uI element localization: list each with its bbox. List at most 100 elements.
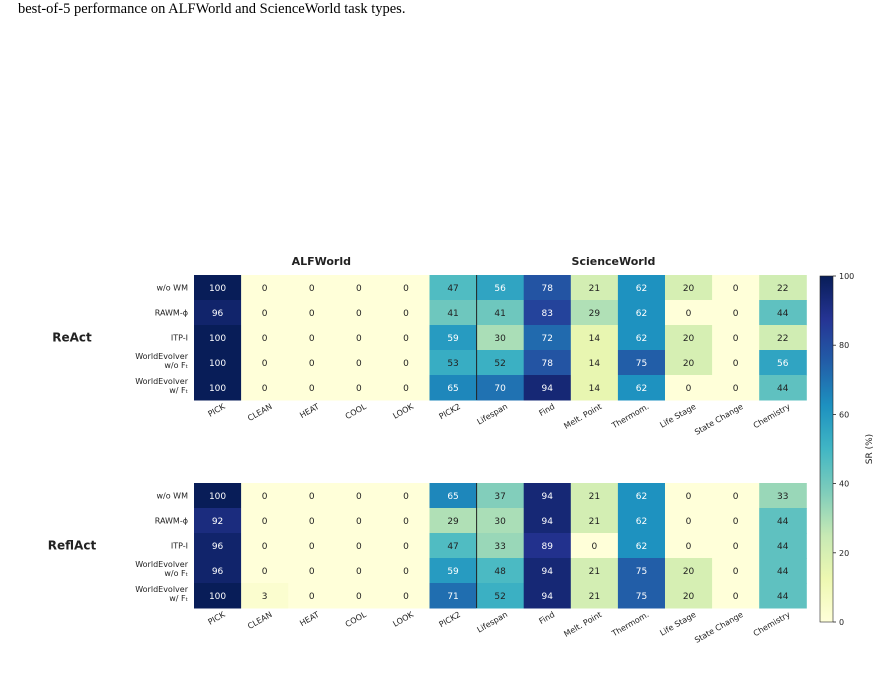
row-label: WorldEvolver [135, 377, 188, 386]
cell-value: 96 [212, 542, 224, 552]
cell-value: 0 [686, 309, 692, 319]
heatmap-cell [194, 325, 242, 351]
heatmap-cell [759, 325, 807, 351]
cell-value: 0 [733, 384, 739, 394]
panel-label: ReflAct [48, 539, 97, 553]
x-tick-label: State Change [693, 610, 745, 645]
heatmap-cell [476, 375, 525, 401]
cell-value: 44 [777, 384, 789, 394]
heatmap-cell [241, 275, 289, 301]
cell-value: 0 [403, 517, 409, 527]
cell-value: 0 [403, 542, 409, 552]
cell-value: 21 [589, 492, 600, 502]
cell-value: 20 [683, 334, 695, 344]
heatmap-cell [570, 300, 619, 326]
x-tick-label: Life Stage [658, 610, 697, 638]
cell-value: 0 [686, 492, 692, 502]
heatmap-cell [382, 375, 430, 401]
x-tick-label: Lifespan [476, 402, 510, 427]
x-tick-label: LOOK [391, 402, 415, 421]
cell-value: 0 [262, 542, 268, 552]
cell-value: 75 [636, 359, 647, 369]
x-tick-label: Melt. Point [562, 610, 603, 639]
heatmap-cell [288, 275, 336, 301]
cell-value: 0 [733, 334, 739, 344]
cell-value: 83 [542, 309, 553, 319]
heatmap-cell [665, 483, 713, 509]
cell-value: 0 [403, 334, 409, 344]
heatmap-cell [665, 558, 713, 584]
cell-value: 59 [447, 334, 459, 344]
cell-value: 20 [683, 567, 695, 577]
cell-value: 33 [494, 542, 505, 552]
cell-value: 62 [636, 334, 647, 344]
heatmap-cell [759, 375, 807, 401]
heatmap-cell [288, 483, 336, 509]
cell-value: 0 [356, 542, 362, 552]
cell-value: 75 [636, 592, 647, 602]
heatmap-cell [194, 533, 242, 559]
heatmap-cell [335, 583, 383, 609]
heatmap-cell [712, 350, 760, 376]
heatmap-cell [570, 275, 619, 301]
cell-value: 100 [209, 284, 226, 294]
heatmap-cell [476, 558, 525, 584]
heatmap-cell [288, 350, 336, 376]
heatmap-cell [665, 325, 713, 351]
heatmap-cell [335, 483, 383, 509]
heatmap-cell [665, 275, 713, 301]
cell-value: 70 [494, 384, 506, 394]
heatmap-cell [523, 325, 572, 351]
cell-value: 94 [542, 517, 554, 527]
heatmap-cell [194, 508, 242, 534]
cell-value: 0 [262, 517, 268, 527]
cell-value: 0 [733, 517, 739, 527]
heatmap-cell [523, 375, 572, 401]
cell-value: 0 [309, 492, 315, 502]
x-tick-label: Thermom. [610, 610, 651, 639]
heatmap-cell [194, 300, 242, 326]
x-tick-label: Chemistry [752, 610, 792, 638]
heatmap-cell [712, 300, 760, 326]
heatmap-cell [665, 583, 713, 609]
row-label: w/o WM [157, 284, 189, 293]
row-label: WorldEvolver [135, 585, 188, 594]
cell-value: 22 [777, 284, 788, 294]
cell-value: 47 [447, 542, 458, 552]
heatmap-cell [476, 583, 525, 609]
row-label: w/o Fₜ [164, 569, 188, 578]
cell-value: 21 [589, 517, 600, 527]
x-tick-label: Thermom. [610, 402, 651, 431]
heatmap-cell [241, 375, 289, 401]
cell-value: 56 [777, 359, 789, 369]
heatmap-cell [570, 483, 619, 509]
row-label: RAWM-ϕ [155, 309, 188, 318]
heatmap-cell [476, 483, 525, 509]
cell-value: 78 [542, 359, 554, 369]
heatmap-cell [194, 558, 242, 584]
cell-value: 48 [494, 567, 506, 577]
cell-value: 0 [309, 517, 315, 527]
heatmap-cell [617, 350, 666, 376]
heatmap-cell [570, 533, 619, 559]
heatmap-cell [617, 558, 666, 584]
heatmap-cell [759, 583, 807, 609]
cell-value: 0 [356, 567, 362, 577]
heatmap-cell [570, 325, 619, 351]
heatmap-cell [382, 558, 430, 584]
cell-value: 14 [589, 334, 601, 344]
heatmap-cell [288, 583, 336, 609]
heatmap-cell [241, 558, 289, 584]
cell-value: 62 [636, 542, 647, 552]
heatmap-cell [429, 483, 478, 509]
cell-value: 65 [447, 384, 458, 394]
cell-value: 0 [262, 334, 268, 344]
heatmap-cell [429, 558, 478, 584]
cell-value: 0 [403, 492, 409, 502]
cell-value: 92 [212, 517, 223, 527]
cell-value: 0 [686, 542, 692, 552]
heatmap-cell [288, 375, 336, 401]
heatmap-cell [523, 300, 572, 326]
heatmap-cell [335, 300, 383, 326]
heatmap-cell [335, 508, 383, 534]
